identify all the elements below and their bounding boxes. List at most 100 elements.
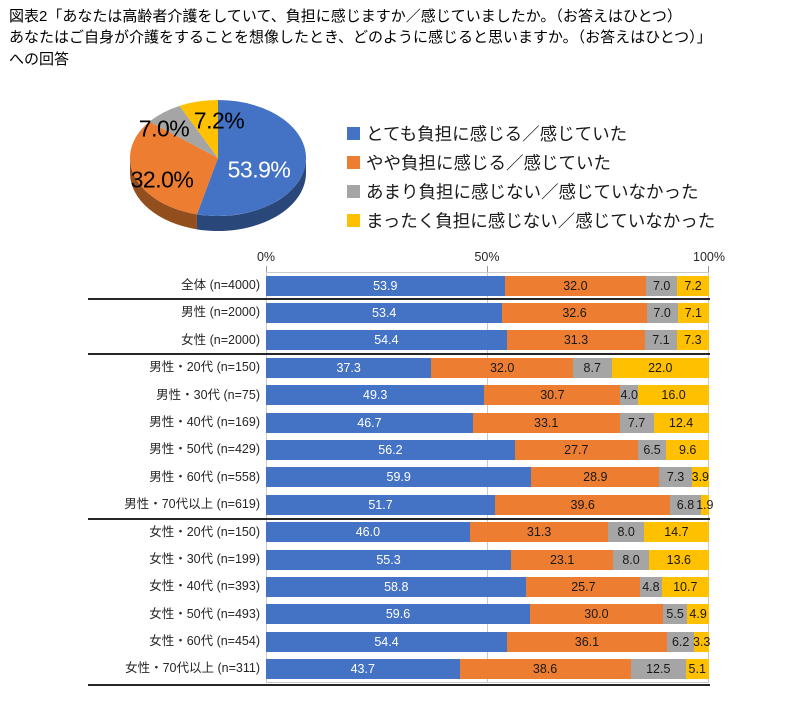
bar-segment-value-label: 4.0 xyxy=(620,388,638,403)
bar-segment: 9.6 xyxy=(666,440,709,461)
bar-segment: 56.2 xyxy=(266,440,515,461)
bar-segment-value-label: 43.7 xyxy=(350,662,375,677)
bar-segment-value-label: 54.4 xyxy=(374,333,399,348)
category-label: 女性・20代 (n=150) xyxy=(149,524,260,539)
bar-segment-value-label: 30.0 xyxy=(584,607,609,622)
bar-segment: 14.7 xyxy=(643,522,709,543)
bar-row: 男性・20代 (n=150) 37.3 32.0 8.7 22.0 xyxy=(149,354,709,381)
bar-segment: 7.2 xyxy=(677,275,709,296)
bar-segment-value-label: 7.1 xyxy=(652,333,670,348)
bar-segment: 6.2 xyxy=(666,631,695,652)
bar-segment-value-label: 27.7 xyxy=(564,443,589,458)
bar-segment-value-label: 4.9 xyxy=(689,607,707,622)
bar-segment: 7.1 xyxy=(645,330,677,351)
gridline-50pct xyxy=(487,272,488,683)
bar-track: 55.3 23.1 8.0 13.6 xyxy=(266,549,709,570)
bar-row: 全体 (n=4000) 53.9 32.0 7.0 7.2 xyxy=(181,272,709,299)
bar-segment-value-label: 32.6 xyxy=(562,306,587,321)
bar-segment-value-label: 7.0 xyxy=(653,306,671,321)
bar-segment-value-label: 49.3 xyxy=(363,388,388,403)
legend-color-swatch-icon xyxy=(347,127,360,140)
bar-row: 男性・70代以上 (n=619) 51.7 39.6 6.8 1.9 xyxy=(124,491,713,518)
x-axis-tick-label: 50% xyxy=(474,250,500,264)
bar-segment-value-label: 7.0 xyxy=(652,278,671,293)
bar-segment: 38.6 xyxy=(459,659,631,680)
bar-segment: 7.3 xyxy=(659,467,692,488)
bar-segment-value-label: 55.3 xyxy=(376,552,401,567)
x-axis-tick xyxy=(708,266,709,272)
bar-row: 女性 (n=2000) 54.4 31.3 7.1 7.3 xyxy=(181,327,709,354)
bar-segment: 28.9 xyxy=(531,467,660,488)
bar-segment-value-label: 7.7 xyxy=(627,415,646,430)
bar-segment-value-label: 8.0 xyxy=(617,525,635,540)
pie-slice-side xyxy=(130,158,197,230)
bar-segment: 13.6 xyxy=(648,549,709,570)
legend-color-swatch-icon xyxy=(347,214,360,227)
bar-segment-value-label: 7.2 xyxy=(684,278,702,293)
bar-segment: 46.7 xyxy=(266,412,473,433)
bar-segment-value-label: 3.9 xyxy=(691,470,710,485)
legend-color-swatch-icon xyxy=(347,156,360,169)
bar-segment: 27.7 xyxy=(514,440,638,461)
bar-row: 女性・30代 (n=199) 55.3 23.1 8.0 13.6 xyxy=(149,546,709,573)
bar-segment-value-label: 7.1 xyxy=(684,306,702,321)
plot-top-border xyxy=(266,272,709,273)
bar-segment-value-label: 6.5 xyxy=(643,443,661,458)
bar-track: 43.7 38.6 12.5 5.1 xyxy=(266,659,709,680)
bar-segment: 3.9 xyxy=(691,467,710,488)
bar-segment: 51.7 xyxy=(266,494,496,515)
bar-segment-value-label: 28.9 xyxy=(583,470,608,485)
bar-track: 58.8 25.7 4.8 10.7 xyxy=(266,576,709,597)
bar-segment: 30.0 xyxy=(530,604,663,625)
bar-segment: 32.6 xyxy=(502,303,647,324)
bar-segment-value-label: 10.7 xyxy=(673,579,698,594)
bar-segment-value-label: 8.0 xyxy=(622,552,640,567)
group-separator xyxy=(88,518,710,520)
bar-segment: 31.3 xyxy=(506,330,646,351)
bar-segment: 6.5 xyxy=(637,440,667,461)
bar-segment-value-label: 23.1 xyxy=(549,552,575,567)
category-label: 男性・30代 (n=75) xyxy=(156,387,260,402)
bar-track: 54.4 31.3 7.1 7.3 xyxy=(266,330,709,351)
figure-title: 図表2「あなたは高齢者介護をしていて、負担に感じますか／感じていましたか。（お答… xyxy=(9,8,712,68)
bar-segment: 58.8 xyxy=(266,576,527,597)
bar-segment: 32.0 xyxy=(431,357,573,378)
bar-segment: 54.4 xyxy=(266,631,507,652)
bar-row: 女性・40代 (n=393) 58.8 25.7 4.8 10.7 xyxy=(149,573,709,600)
bar-segment: 8.0 xyxy=(613,549,649,570)
pie-chart-svg xyxy=(130,100,307,231)
bar-segment: 46.0 xyxy=(266,522,470,543)
bar-track: 59.6 30.0 5.5 4.9 xyxy=(266,604,709,625)
bar-segment: 32.0 xyxy=(504,275,647,296)
bar-row: 女性・70代以上 (n=311) 43.7 38.6 12.5 5.1 xyxy=(125,655,709,682)
bar-segment-value-label: 30.7 xyxy=(540,388,565,403)
bar-segment-value-label: 46.7 xyxy=(357,415,382,430)
bar-segment: 39.6 xyxy=(495,494,671,515)
legend-item: まったく負担に感じない／感じていなかった xyxy=(347,206,715,235)
bar-segment-value-label: 16.0 xyxy=(661,388,686,403)
pie-value-label: 7.2% xyxy=(193,107,245,134)
category-label: 男性・50代 (n=429) xyxy=(149,442,260,457)
bar-segment: 49.3 xyxy=(266,385,485,406)
bar-segment-value-label: 54.4 xyxy=(374,634,399,649)
bar-segment: 53.4 xyxy=(266,303,503,324)
bar-segment: 4.8 xyxy=(640,576,662,597)
bar-row: 男性 (n=2000) 53.4 32.6 7.0 7.1 xyxy=(181,299,709,326)
bar-segment-value-label: 59.6 xyxy=(385,607,411,622)
bar-segment-value-label: 4.8 xyxy=(642,579,660,594)
bar-track: 59.9 28.9 7.3 3.9 xyxy=(266,467,710,488)
bar-track: 51.7 39.6 6.8 1.9 xyxy=(266,494,713,515)
bar-segment: 25.7 xyxy=(526,576,641,597)
bar-row: 男性・60代 (n=558) 59.9 28.9 7.3 3.9 xyxy=(149,464,710,491)
bar-segment: 36.1 xyxy=(506,631,667,652)
category-label: 男性・60代 (n=558) xyxy=(149,469,260,484)
category-label: 男性・20代 (n=150) xyxy=(149,360,260,375)
category-label: 女性・40代 (n=393) xyxy=(149,579,260,594)
bar-segment: 6.8 xyxy=(670,494,701,515)
category-label: 男性・70代以上 (n=619) xyxy=(124,497,260,512)
category-label: 男性・40代 (n=169) xyxy=(149,414,260,429)
bar-segment: 8.7 xyxy=(572,357,612,378)
pie-slice xyxy=(179,100,218,158)
bar-segment: 12.4 xyxy=(653,412,709,433)
bar-row: 女性・20代 (n=150) 46.0 31.3 8.0 14.7 xyxy=(149,519,709,546)
